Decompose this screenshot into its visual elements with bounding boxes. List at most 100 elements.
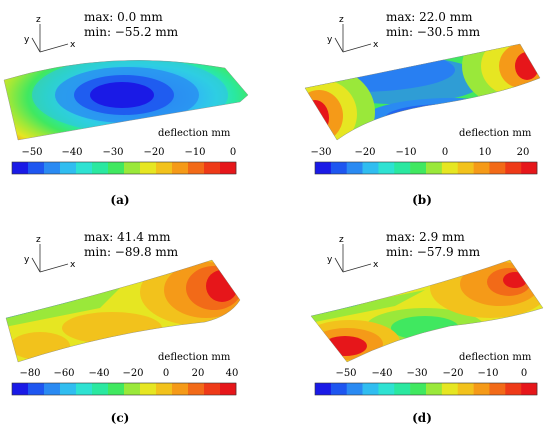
colorbar-swatch — [426, 383, 443, 395]
colorbar-swatch — [140, 383, 157, 395]
tick-c-3: −20 — [122, 368, 144, 379]
tick-b-2: −10 — [395, 147, 417, 158]
panel-d: z y x max: 2.9 mm min: −57.9 mm deflecti… — [275, 216, 550, 432]
colorbar-frame — [11, 382, 237, 396]
axis-z-label: z — [339, 15, 344, 25]
colorbar-title-a: deflection mm — [158, 128, 231, 139]
axis-z-label: z — [36, 15, 41, 25]
colorbar-swatch — [378, 383, 395, 395]
max-value-a: max: 0.0 mm — [84, 10, 163, 24]
tick-c-5: 20 — [191, 368, 205, 379]
colorbar-swatch — [410, 383, 427, 395]
colorbar-swatch — [76, 383, 93, 395]
colorbar-b — [314, 161, 538, 175]
tick-b-3: 0 — [441, 147, 449, 158]
axis-x-label: x — [70, 260, 76, 270]
colorbar-swatch — [394, 383, 411, 395]
colorbar-swatch — [44, 383, 61, 395]
colorbar-swatch — [457, 383, 474, 395]
colorbar-swatch — [188, 383, 205, 395]
colorbar-frame — [314, 161, 538, 175]
colorbar-title-b: deflection mm — [459, 128, 532, 139]
tick-a-2: −30 — [102, 147, 124, 158]
colorbar-swatch — [60, 383, 77, 395]
colorbar-swatch — [188, 162, 205, 174]
min-value-a: min: −55.2 mm — [84, 25, 179, 39]
colorbar-swatch — [394, 162, 411, 174]
tick-a-3: −20 — [143, 147, 165, 158]
colorbar-d — [314, 382, 538, 396]
max-value-c: max: 41.4 mm — [84, 230, 171, 244]
axis-x-label: x — [373, 40, 379, 50]
axes-triad-b: z y x — [327, 15, 379, 53]
tick-d-0: −50 — [335, 368, 357, 379]
colorbar-frame — [11, 161, 237, 175]
tick-a-4: −10 — [184, 147, 206, 158]
colorbar-swatch — [489, 162, 506, 174]
colorbar-swatch — [426, 162, 443, 174]
axes-triad-a: z y x — [24, 15, 76, 53]
colorbar-swatch — [410, 162, 427, 174]
colorbar-swatch — [315, 162, 332, 174]
tick-b-5: 20 — [516, 147, 530, 158]
axis-y-label: y — [24, 35, 30, 45]
colorbar-swatch — [473, 383, 490, 395]
colorbar-title-c: deflection mm — [158, 352, 231, 363]
colorbar-swatch — [362, 383, 379, 395]
colorbar-swatch — [505, 383, 522, 395]
axis-y-label: y — [327, 35, 333, 45]
deflection-plot-c — [5, 259, 241, 363]
panel-b: z y x max: 22.0 mm min: −30.5 mm deflect… — [275, 0, 550, 216]
tick-c-1: −60 — [53, 368, 75, 379]
axes-triad-d: z y x — [327, 235, 379, 273]
colorbar-swatch — [108, 162, 125, 174]
caption-d: (d) — [412, 411, 432, 425]
colorbar-swatch — [346, 383, 363, 395]
axis-z-label: z — [339, 235, 344, 245]
colorbar-swatch — [378, 162, 395, 174]
colorbar-swatch — [204, 383, 221, 395]
axis-z-label: z — [36, 235, 41, 245]
panel-a: z y x max: 0.0 mm min: −55.2 mm — [0, 0, 275, 216]
colorbar-swatch — [108, 383, 125, 395]
colorbar-swatch — [44, 162, 61, 174]
colorbar-swatch — [12, 162, 29, 174]
colorbar-swatch — [76, 162, 93, 174]
colorbar-swatch — [28, 383, 45, 395]
colorbar-swatch — [60, 162, 77, 174]
colorbar-swatch — [124, 162, 141, 174]
tick-d-3: −20 — [442, 368, 464, 379]
colorbar-swatch — [124, 383, 141, 395]
axis-x-label: x — [373, 260, 379, 270]
deflection-plot-d — [310, 259, 544, 363]
tick-d-2: −30 — [406, 368, 428, 379]
tick-d-4: −10 — [477, 368, 499, 379]
tick-a-5: 0 — [229, 147, 237, 158]
colorbar-swatch — [28, 162, 45, 174]
colorbar-swatch — [330, 162, 348, 174]
axis-y-label: y — [24, 255, 30, 265]
tick-b-0: −30 — [310, 147, 332, 158]
colorbar-swatch — [441, 162, 459, 174]
colorbar-swatch — [473, 162, 490, 174]
colorbar-swatch — [521, 383, 538, 395]
panel-c: z y x max: 41.4 mm min: −89.8 mm deflect… — [0, 216, 275, 432]
tick-a-0: −50 — [21, 147, 43, 158]
axes-triad-c: z y x — [24, 235, 76, 273]
colorbar-swatch — [457, 162, 474, 174]
min-value-c: min: −89.8 mm — [84, 245, 179, 259]
colorbar-swatch — [156, 162, 173, 174]
min-value-b: min: −30.5 mm — [386, 25, 481, 39]
colorbar-swatch — [220, 383, 237, 395]
colorbar-swatch — [441, 383, 459, 395]
colorbar-a — [11, 161, 237, 175]
colorbar-frame — [314, 382, 538, 396]
colorbar-title-d: deflection mm — [459, 352, 532, 363]
colorbar-swatch — [315, 383, 332, 395]
axis-x-label: x — [70, 40, 76, 50]
tick-c-6: 40 — [225, 368, 239, 379]
tick-b-4: 10 — [478, 147, 492, 158]
tick-d-1: −40 — [371, 368, 393, 379]
colorbar-swatch — [220, 162, 237, 174]
colorbar-swatch — [362, 162, 379, 174]
